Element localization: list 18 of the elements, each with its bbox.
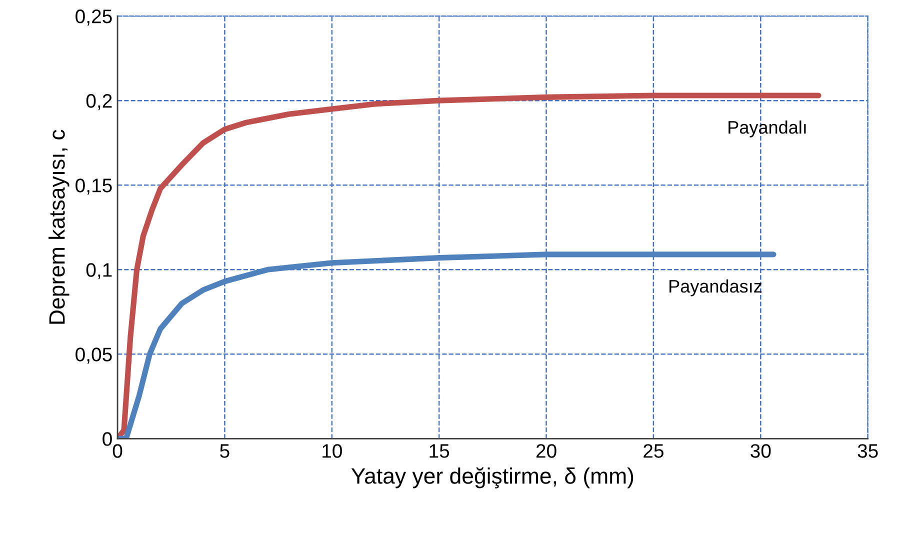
x-tick-label: 25 [644, 444, 664, 458]
x-tick-label: 20 [536, 444, 556, 458]
x-tick-label: 30 [750, 444, 771, 458]
y-axis-title: Deprem katsayısı, c [48, 130, 70, 324]
x-tick-label: 5 [220, 444, 230, 458]
y-tick-label: 0,1 [86, 263, 112, 280]
y-tick-label: 0 [102, 432, 112, 446]
x-axis-title: Yatay yer değiştirme, δ (mm) [351, 467, 634, 488]
x-tick-label: 35 [858, 444, 878, 458]
x-tick-label: 15 [430, 444, 450, 458]
y-tick-label: 0,05 [76, 348, 112, 364]
series-label: Payandasız [670, 279, 762, 296]
x-tick-label: 10 [322, 444, 342, 458]
y-tick-label: 0,25 [76, 10, 112, 26]
series-label: Payandalı [728, 120, 806, 138]
x-tick-label: 0 [112, 444, 122, 458]
y-tick-label: 0,2 [86, 94, 112, 110]
y-tick-label: 0,15 [76, 178, 112, 195]
